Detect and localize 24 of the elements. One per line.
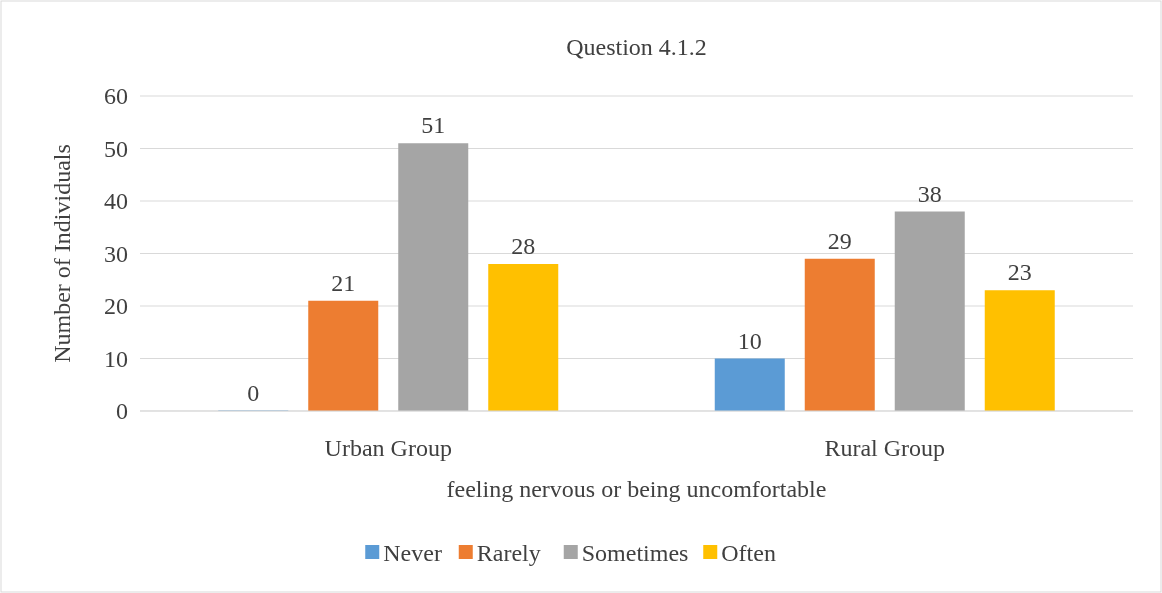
x-tick-label: Urban Group <box>324 435 452 461</box>
y-tick-label: 20 <box>104 293 128 319</box>
data-label: 28 <box>511 233 536 259</box>
y-tick-label: 40 <box>104 188 128 214</box>
x-axis-title: feeling nervous or being uncomfortable <box>446 476 827 502</box>
data-label: 29 <box>827 227 852 254</box>
legend-label: Never <box>383 540 442 566</box>
data-label: 0 <box>247 380 260 406</box>
y-axis-title: Number of Individuals <box>49 144 75 363</box>
x-tick-label: Rural Group <box>824 435 946 461</box>
y-tick-label: 50 <box>104 135 128 162</box>
data-label: 51 <box>421 112 446 139</box>
y-tick-label: 30 <box>104 240 128 267</box>
legend-label: Often <box>721 540 776 566</box>
data-label: 38 <box>917 180 942 207</box>
legend-label: Rarely <box>476 540 541 566</box>
y-tick-label: 10 <box>104 345 128 372</box>
chart-title: Question 4.1.2 <box>566 34 707 60</box>
data-label: 23 <box>1007 259 1032 286</box>
y-tick-label: 60 <box>104 83 128 109</box>
legend-label: Sometimes <box>581 540 689 566</box>
y-tick-label: 0 <box>116 398 128 424</box>
data-label: 21 <box>331 269 356 296</box>
data-label: 10 <box>737 327 762 354</box>
